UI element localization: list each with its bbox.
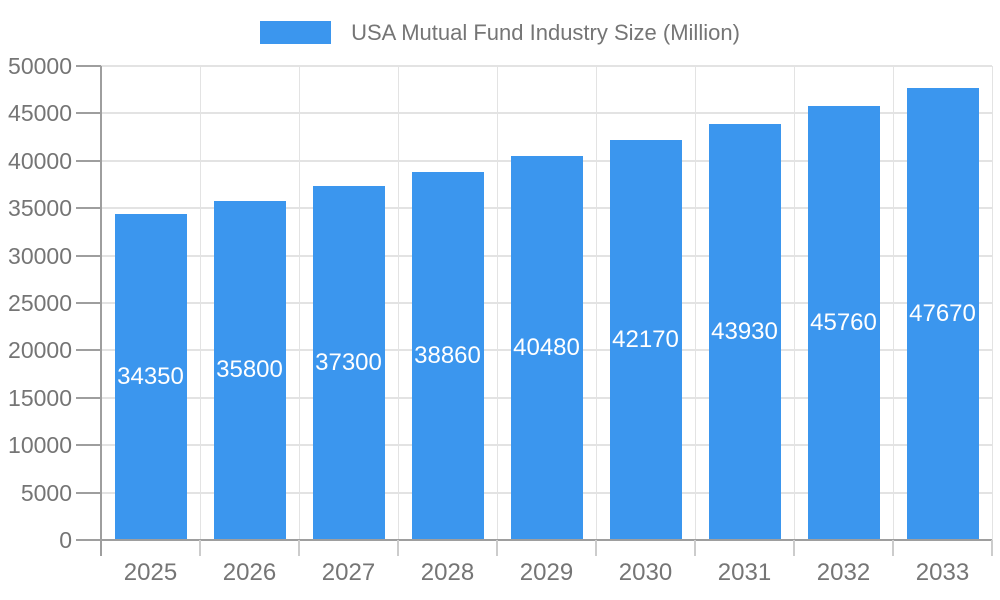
x-tick-mark xyxy=(892,540,894,556)
x-tick-mark xyxy=(991,540,993,556)
bar-value-label: 40480 xyxy=(513,334,580,362)
x-tick-mark xyxy=(496,540,498,556)
y-tick-label: 20000 xyxy=(8,337,72,364)
x-tick-label: 2028 xyxy=(420,559,475,586)
y-axis-line xyxy=(100,66,102,556)
x-tick-label: 2027 xyxy=(321,559,376,586)
x-tick-label: 2030 xyxy=(618,559,673,586)
x-tick-label: 2032 xyxy=(816,559,871,586)
bar-value-label: 38860 xyxy=(414,341,481,369)
y-tick-label: 5000 xyxy=(20,479,72,506)
bar[interactable]: 47670 xyxy=(906,88,979,540)
x-tick-mark xyxy=(298,540,300,556)
y-tick-label: 10000 xyxy=(8,432,72,459)
bar-value-label: 43930 xyxy=(711,317,778,345)
x-tick-mark xyxy=(595,540,597,556)
x-tick-label: 2029 xyxy=(519,559,574,586)
bar[interactable]: 35800 xyxy=(213,200,286,540)
bar[interactable]: 42170 xyxy=(609,140,682,540)
y-tick-mark xyxy=(76,207,101,210)
v-gridline xyxy=(992,66,993,540)
bar[interactable]: 38860 xyxy=(411,171,484,540)
bar[interactable]: 43930 xyxy=(708,123,781,540)
y-tick-mark xyxy=(76,159,101,162)
x-tick-label: 2025 xyxy=(123,559,178,586)
v-gridline xyxy=(695,66,696,540)
bar-value-label: 47670 xyxy=(909,300,976,328)
bar[interactable]: 34350 xyxy=(114,214,187,540)
y-tick-mark xyxy=(76,65,101,67)
bar[interactable]: 37300 xyxy=(312,186,385,540)
legend-item[interactable]: USA Mutual Fund Industry Size (Million) xyxy=(260,19,740,45)
bar-value-label: 37300 xyxy=(315,349,382,377)
y-tick-mark xyxy=(76,302,101,304)
legend-swatch xyxy=(260,20,332,44)
v-gridline xyxy=(497,66,498,540)
y-tick-mark xyxy=(76,491,101,494)
legend: USA Mutual Fund Industry Size (Million) xyxy=(0,18,1000,46)
y-tick-mark xyxy=(76,396,101,399)
x-tick-mark xyxy=(793,540,795,556)
v-gridline xyxy=(299,66,300,540)
y-tick-mark xyxy=(76,444,101,447)
x-tick-label: 2031 xyxy=(717,559,772,586)
v-gridline xyxy=(398,66,399,540)
h-gridline xyxy=(101,112,992,115)
v-gridline xyxy=(794,66,795,540)
bar-value-label: 42170 xyxy=(612,326,679,354)
y-tick-label: 40000 xyxy=(8,147,72,174)
x-axis-baseline xyxy=(76,539,992,541)
y-tick-label: 15000 xyxy=(8,384,72,411)
y-tick-label: 25000 xyxy=(8,290,72,316)
legend-label: USA Mutual Fund Industry Size (Million) xyxy=(351,19,740,45)
y-tick-mark xyxy=(76,349,101,352)
y-tick-label: 35000 xyxy=(8,195,72,222)
bar-value-label: 45760 xyxy=(810,309,877,337)
v-gridline xyxy=(893,66,894,540)
bar[interactable]: 40480 xyxy=(510,156,583,540)
bar-value-label: 34350 xyxy=(117,363,184,391)
v-gridline xyxy=(200,66,201,540)
y-tick-mark xyxy=(76,254,101,257)
h-gridline xyxy=(101,65,992,67)
y-tick-label: 50000 xyxy=(8,53,72,79)
bar[interactable]: 45760 xyxy=(807,106,880,540)
y-tick-label: 0 xyxy=(59,527,72,553)
x-tick-label: 2026 xyxy=(222,559,277,586)
y-tick-label: 45000 xyxy=(8,100,72,127)
bar-value-label: 35800 xyxy=(216,356,283,384)
y-tick-mark xyxy=(76,112,101,115)
x-tick-label: 2033 xyxy=(915,559,970,586)
v-gridline xyxy=(596,66,597,540)
x-tick-mark xyxy=(199,540,201,556)
x-tick-mark xyxy=(694,540,696,556)
y-tick-label: 30000 xyxy=(8,242,72,269)
x-tick-mark xyxy=(397,540,399,556)
